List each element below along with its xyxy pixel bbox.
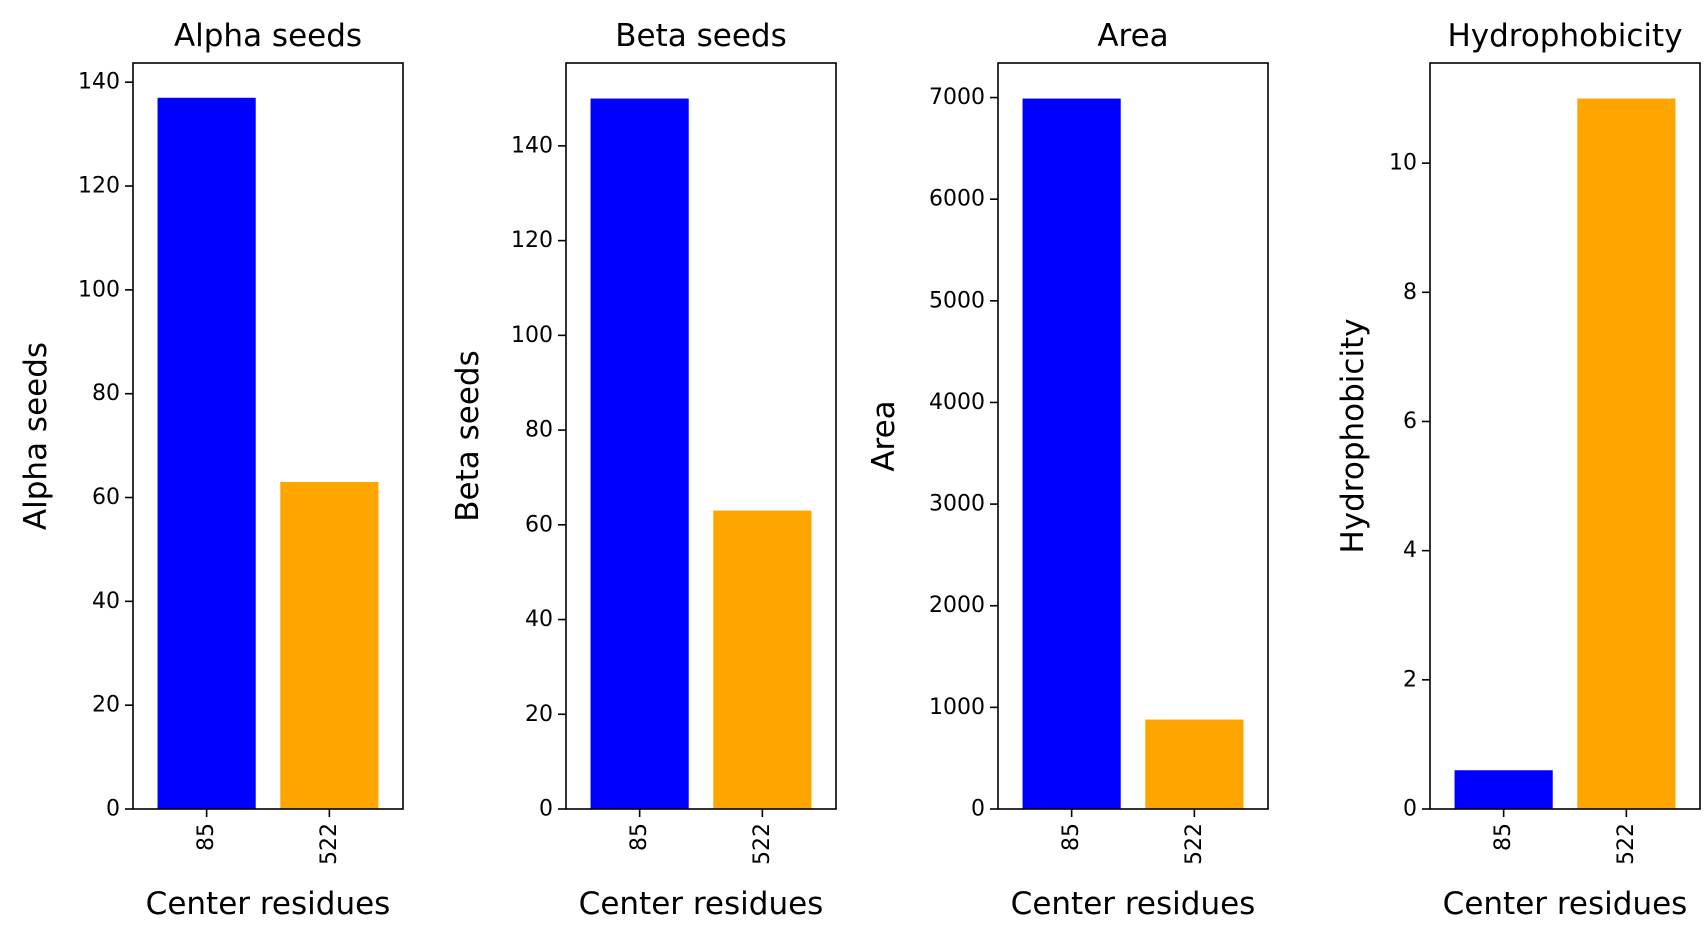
- x-axis-label: Center residues: [1011, 886, 1256, 922]
- bar-522: [280, 481, 379, 809]
- y-tick-label: 100: [78, 277, 120, 302]
- x-tick-label: 522: [1614, 823, 1639, 865]
- subplot-hydrophobicity: Hydrophobicity Hydrophobicity Center res…: [1335, 18, 1701, 922]
- y-tick-label: 5000: [929, 288, 985, 313]
- y-ticks: 0 20 40 60 80 100 120 140: [511, 133, 566, 822]
- bar-85: [1022, 98, 1121, 809]
- y-axis-label: Area: [866, 400, 902, 471]
- x-tick-label: 85: [194, 823, 219, 851]
- y-tick-label: 20: [525, 702, 553, 727]
- y-tick-label: 140: [78, 70, 120, 95]
- y-tick-label: 6: [1403, 409, 1417, 434]
- bar-85: [1454, 770, 1553, 809]
- bar-85: [590, 98, 689, 810]
- y-tick-label: 0: [539, 797, 553, 822]
- plot-frame: [997, 62, 1269, 810]
- y-ticks: 0 1000 2000 3000 4000 5000 6000 7000: [929, 85, 998, 822]
- x-tick-label: 522: [750, 823, 775, 865]
- x-tick-label: 522: [317, 823, 342, 865]
- y-tick-label: 4000: [929, 390, 985, 415]
- bar-group: [157, 97, 379, 810]
- y-tick-label: 3000: [929, 492, 985, 517]
- y-tick-label: 120: [78, 174, 120, 199]
- y-tick-label: 80: [525, 418, 553, 443]
- plot-frame: [132, 62, 404, 810]
- x-tick-label: 85: [627, 823, 652, 851]
- bar-522: [713, 510, 812, 809]
- y-axis-label: Beta seeds: [450, 350, 486, 521]
- y-ticks: 0 20 40 60 80 100 120 140: [78, 70, 133, 822]
- y-tick-label: 40: [92, 589, 120, 614]
- subplot-title: Beta seeds: [615, 18, 786, 54]
- x-ticks: 85 522: [1491, 809, 1639, 865]
- y-tick-label: 7000: [929, 85, 985, 110]
- y-tick-label: 80: [92, 381, 120, 406]
- y-tick-label: 60: [525, 512, 553, 537]
- x-tick-label: 85: [1059, 823, 1084, 851]
- x-ticks: 85 522: [194, 809, 342, 865]
- x-axis-label: Center residues: [1443, 886, 1688, 922]
- y-tick-label: 1000: [929, 695, 985, 720]
- y-tick-label: 4: [1403, 538, 1417, 563]
- y-tick-label: 6000: [929, 187, 985, 212]
- subplot-title: Alpha seeds: [174, 18, 362, 54]
- subplot-alpha-seeds: Alpha seeds Alpha seeds Center residues …: [18, 18, 404, 922]
- plot-frame: [565, 62, 837, 810]
- y-tick-label: 0: [106, 797, 120, 822]
- subplot-area: Area Area Center residues 0 1000 2000 3000 4…: [866, 18, 1269, 922]
- x-axis-label: Center residues: [579, 886, 824, 922]
- y-axis-label: Alpha seeds: [18, 342, 54, 530]
- x-tick-label: 85: [1491, 823, 1516, 851]
- subplot-title: Hydrophobicity: [1447, 18, 1682, 54]
- plot-frame: [1429, 62, 1701, 810]
- y-ticks: 0 2 4 6 8 10: [1389, 151, 1430, 822]
- x-axis-label: Center residues: [146, 886, 391, 922]
- subplot-beta-seeds: Beta seeds Beta seeds Center residues 0 2…: [450, 18, 837, 922]
- y-tick-label: 40: [525, 607, 553, 632]
- bar-group: [1454, 98, 1676, 810]
- y-tick-label: 120: [511, 228, 553, 253]
- y-tick-label: 20: [92, 693, 120, 718]
- bar-group: [590, 98, 812, 810]
- y-tick-label: 2000: [929, 593, 985, 618]
- bar-group: [1022, 98, 1244, 809]
- x-tick-label: 522: [1182, 823, 1207, 865]
- bar-85: [157, 97, 256, 810]
- y-tick-label: 100: [511, 323, 553, 348]
- y-tick-label: 0: [1403, 797, 1417, 822]
- y-axis-label: Hydrophobicity: [1335, 318, 1371, 553]
- x-ticks: 85 522: [627, 809, 775, 865]
- y-tick-label: 10: [1389, 151, 1417, 176]
- x-ticks: 85 522: [1059, 809, 1207, 865]
- y-tick-label: 140: [511, 133, 553, 158]
- y-tick-label: 8: [1403, 280, 1417, 305]
- y-tick-label: 2: [1403, 667, 1417, 692]
- y-tick-label: 0: [971, 797, 985, 822]
- bar-522: [1145, 719, 1244, 809]
- subplot-title: Area: [1097, 18, 1168, 54]
- y-tick-label: 60: [92, 485, 120, 510]
- bar-522: [1577, 98, 1676, 810]
